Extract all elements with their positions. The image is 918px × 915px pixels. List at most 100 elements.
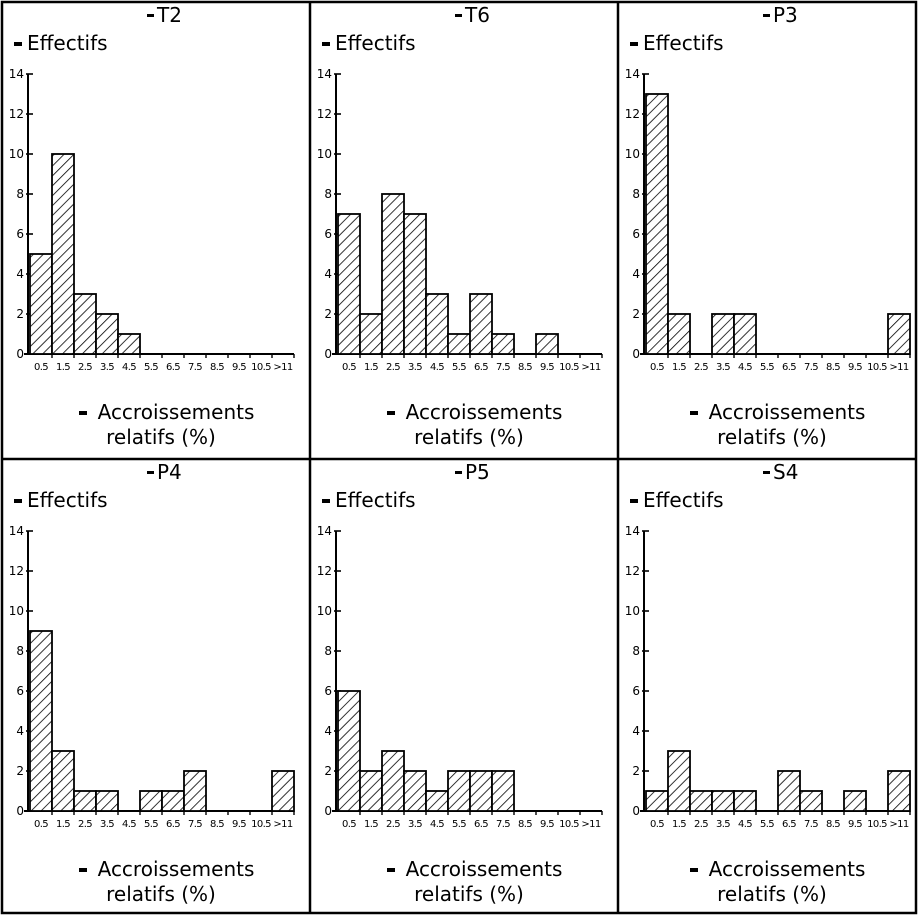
- xlabel-bullet: [690, 411, 698, 415]
- x-tick-label: 0.5: [34, 819, 48, 830]
- x-tick-label: 2.5: [78, 819, 92, 830]
- bar-6-5: [469, 770, 493, 812]
- y-tick-label: 2: [324, 307, 332, 321]
- chart-title: T2: [156, 3, 182, 27]
- x-tick-label: 6.5: [166, 362, 180, 373]
- ylabel-bullet: [14, 499, 22, 503]
- bar-7-5: [799, 790, 823, 812]
- x-tick-label: 8.5: [518, 362, 532, 373]
- x-tick-label: 8.5: [826, 819, 840, 830]
- xlabel-bullet: [79, 868, 87, 872]
- xlabel-bullet: [387, 868, 395, 872]
- bar-1-5: [51, 750, 75, 812]
- bar-6-5: [161, 790, 185, 812]
- x-axis-label-line1: Accroissements: [709, 857, 866, 881]
- x-axis-label-line1: Accroissements: [406, 400, 563, 424]
- y-tick-label: 8: [324, 187, 332, 201]
- x-tick-label: 3.5: [100, 362, 114, 373]
- y-tick-label: 12: [317, 107, 332, 121]
- x-axis-label-line1: Accroissements: [406, 857, 563, 881]
- bar-1-5: [667, 750, 691, 812]
- ylabel-bullet: [322, 42, 330, 46]
- x-axis-label-line1: Accroissements: [98, 857, 255, 881]
- bar-2-5: [381, 750, 405, 812]
- title-bullet: [455, 14, 462, 17]
- bar-0-5: [337, 213, 361, 355]
- bar-3-5: [711, 313, 735, 355]
- x-axis-label-line2: relatifs (%): [106, 882, 216, 906]
- bar-6-5: [469, 293, 493, 355]
- x-tick-label: 10.5: [867, 362, 887, 373]
- x-tick-label: 0.5: [650, 362, 664, 373]
- chart-panel-t2: T2 Effectifs 0 2 4 6 8 10 12 14 0.5 1.5 2.5 3.5 4.5 5.5…: [9, 3, 295, 449]
- ylabel-bullet: [322, 499, 330, 503]
- y-tick-label: 10: [9, 604, 24, 618]
- bar-1-5: [51, 153, 75, 355]
- bar-4-5: [117, 333, 141, 355]
- y-tick-label: 4: [324, 267, 332, 281]
- x-tick-label: 10.5: [867, 819, 887, 830]
- chart-title: P3: [773, 3, 798, 27]
- x-tick-label: 6.5: [166, 819, 180, 830]
- bar-0-5: [645, 790, 669, 812]
- bar-4-5: [425, 293, 449, 355]
- x-tick-label: 4.5: [738, 362, 752, 373]
- bar-1-5: [359, 313, 383, 355]
- ylabel-bullet: [14, 42, 22, 46]
- y-tick-label: 12: [9, 107, 24, 121]
- y-tick-label: 2: [632, 307, 640, 321]
- bar-9-5: [535, 333, 559, 355]
- bar-5-5: [447, 333, 471, 355]
- x-tick-label: 2.5: [694, 819, 708, 830]
- y-tick-label: 4: [16, 267, 24, 281]
- bar-7-5: [491, 333, 515, 355]
- y-tick-label: 14: [9, 524, 24, 538]
- x-tick-label: 7.5: [188, 819, 202, 830]
- bar-4-5: [733, 313, 757, 355]
- ylabel-bullet: [630, 42, 638, 46]
- chart-title: S4: [773, 460, 798, 484]
- x-axis-label-line2: relatifs (%): [414, 882, 524, 906]
- x-tick-label: 9.5: [848, 362, 862, 373]
- y-tick-label: 8: [632, 644, 640, 658]
- y-tick-label: 4: [324, 724, 332, 738]
- y-axis-label: Effectifs: [27, 31, 108, 55]
- x-tick-label: 3.5: [408, 819, 422, 830]
- bar-3-5: [95, 313, 119, 355]
- ylabel-bullet: [630, 499, 638, 503]
- x-tick-label: 3.5: [716, 819, 730, 830]
- title-bullet: [147, 14, 154, 17]
- y-tick-label: 14: [625, 67, 640, 81]
- bar-3-5: [403, 770, 427, 812]
- bar-2-5: [689, 790, 713, 812]
- y-tick-label: 0: [16, 804, 24, 818]
- chart-panel-s4: S4 Effectifs 0 2 4 6 8 10 12 14 0.5 1.5 2.5 3.5 4.5 5.5…: [625, 460, 911, 906]
- y-tick-label: 6: [632, 227, 640, 241]
- x-tick-label: 6.5: [474, 819, 488, 830]
- y-tick-label: 8: [16, 644, 24, 658]
- x-tick-label: 2.5: [694, 362, 708, 373]
- x-tick-label: 10.5: [559, 362, 579, 373]
- bar-6-5: [777, 770, 801, 812]
- bar-0-5: [645, 93, 669, 355]
- chart-panel-p3: P3 Effectifs 0 2 4 6 8 10 12 14 0.5 1.5 2.5 3.5 4.5 5.5…: [625, 3, 911, 449]
- x-tick-label: 8.5: [210, 819, 224, 830]
- y-tick-label: 6: [632, 684, 640, 698]
- y-axis-label: Effectifs: [335, 31, 416, 55]
- x-tick-label: 6.5: [782, 819, 796, 830]
- x-tick-label: 9.5: [540, 819, 554, 830]
- xlabel-bullet: [690, 868, 698, 872]
- chart-title: P5: [465, 460, 490, 484]
- y-axis-label: Effectifs: [643, 31, 724, 55]
- y-tick-label: 10: [317, 604, 332, 618]
- x-axis-label-line2: relatifs (%): [414, 425, 524, 449]
- bar-9-5: [843, 790, 867, 812]
- y-tick-label: 8: [16, 187, 24, 201]
- bar-2-5: [381, 193, 405, 355]
- bar-4-5: [733, 790, 757, 812]
- y-tick-label: 4: [16, 724, 24, 738]
- y-tick-label: 2: [632, 764, 640, 778]
- xlabel-bullet: [387, 411, 395, 415]
- x-axis-label-line2: relatifs (%): [106, 425, 216, 449]
